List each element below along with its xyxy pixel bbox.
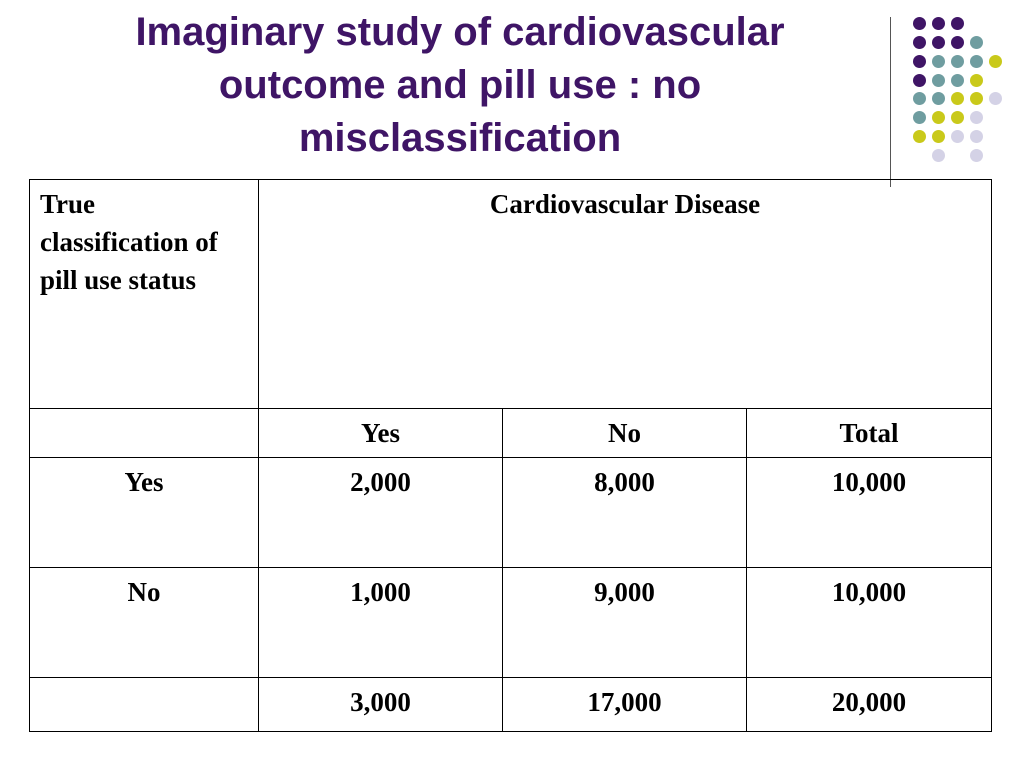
decorative-dot <box>969 54 983 68</box>
decorative-dot <box>988 54 1002 68</box>
cell-yes-yes: 2,000 <box>258 457 503 568</box>
decorative-dot <box>931 110 945 124</box>
table-subheader-row: Yes No Total <box>29 408 993 458</box>
decorative-dot <box>950 110 964 124</box>
decorative-dot <box>931 129 945 143</box>
decorative-dot <box>931 73 945 87</box>
decorative-dot <box>969 91 983 105</box>
decorative-dot <box>988 91 1002 105</box>
decorative-dot <box>969 110 983 124</box>
decorative-dot <box>931 35 945 49</box>
title-divider <box>890 17 891 187</box>
column-group-label: Cardiovascular Disease <box>257 179 993 409</box>
column-header-no: No <box>502 408 747 458</box>
decorative-dot <box>969 73 983 87</box>
decorative-dot <box>931 16 945 30</box>
decorative-dot <box>969 148 983 162</box>
decorative-dot <box>931 148 945 162</box>
cell-no-total: 10,000 <box>745 567 993 678</box>
cell-no-yes: 1,000 <box>258 567 503 678</box>
decorative-dot <box>912 16 926 30</box>
decorative-dot <box>931 54 945 68</box>
contingency-table: True classification of pill use status C… <box>29 179 993 732</box>
decorative-dot <box>969 35 983 49</box>
title-line-3: misclassification <box>298 116 622 160</box>
decorative-dot <box>931 91 945 105</box>
table-row: Yes 2,000 8,000 10,000 <box>29 457 993 568</box>
decorative-dot <box>969 129 983 143</box>
slide-title: Imaginary study of cardiovascular outcom… <box>60 6 860 165</box>
decorative-dot <box>950 91 964 105</box>
decorative-dot <box>912 91 926 105</box>
table-totals-row: 3,000 17,000 20,000 <box>29 677 993 732</box>
cell-yes-total: 10,000 <box>745 457 993 568</box>
empty-cell <box>29 677 259 732</box>
decorative-dot <box>950 54 964 68</box>
table-row: No 1,000 9,000 10,000 <box>29 567 993 678</box>
cell-yes-no: 8,000 <box>502 457 747 568</box>
total-yes: 3,000 <box>258 677 503 732</box>
title-line-2: outcome and pill use : no <box>218 63 702 107</box>
empty-cell <box>29 408 259 458</box>
decorative-dot <box>912 35 926 49</box>
decorative-dot <box>950 35 964 49</box>
row-label-no: No <box>29 567 259 678</box>
decorative-dot <box>950 73 964 87</box>
decorative-dot <box>912 54 926 68</box>
row-label-yes: Yes <box>29 457 259 568</box>
total-grand: 20,000 <box>745 677 993 732</box>
decorative-dot <box>912 73 926 87</box>
decorative-dot <box>950 129 964 143</box>
decorative-dot <box>912 110 926 124</box>
column-header-yes: Yes <box>258 408 503 458</box>
row-header-label: True classification of pill use status <box>29 179 259 409</box>
table-header-row: True classification of pill use status C… <box>29 179 993 409</box>
total-no: 17,000 <box>502 677 747 732</box>
column-header-total: Total <box>745 408 993 458</box>
cell-no-no: 9,000 <box>502 567 747 678</box>
decorative-dot <box>950 16 964 30</box>
decorative-dot <box>912 129 926 143</box>
title-line-1: Imaginary study of cardiovascular <box>135 10 785 54</box>
